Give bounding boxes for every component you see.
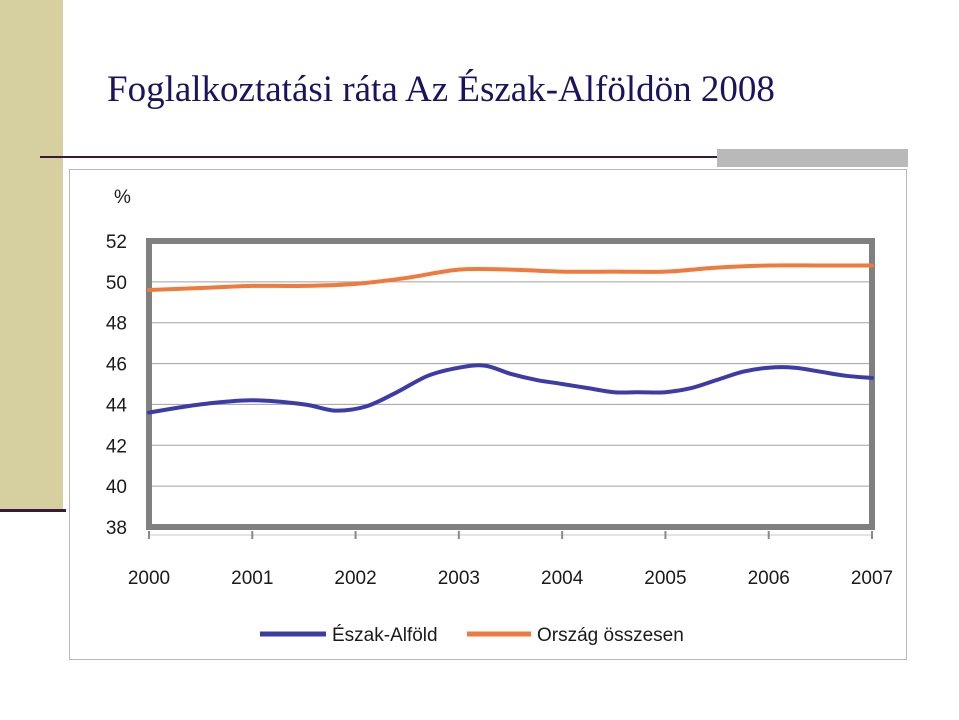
- plot-area-border: [146, 238, 875, 530]
- legend-item-eszak-alfold: Észak-Alföld: [260, 625, 438, 646]
- title-underline-accent: [717, 149, 908, 167]
- x-tick-label-2000: 2000: [128, 568, 170, 589]
- x-tick-labels: 2000 2001 2002 2003 2004 2005 2006 2007: [128, 568, 893, 589]
- legend-label-orszag-osszesen: Ország összesen: [537, 625, 684, 646]
- series-lines: [147, 263, 874, 415]
- legend: Észak-Alföld Ország összesen: [260, 625, 684, 646]
- x-tick-label-2001: 2001: [231, 568, 273, 589]
- x-tick-marks: [148, 531, 873, 539]
- chart-frame: 38 40 42 44 46 48 50 52 2000 2001 2002 2003 2004 200…: [69, 169, 907, 660]
- x-tick-label-2005: 2005: [644, 568, 686, 589]
- x-tick-label-2007: 2007: [851, 568, 893, 589]
- title-underline: [40, 156, 908, 158]
- y-tick-label-42: 42: [106, 436, 127, 457]
- series-line-0: [147, 363, 874, 415]
- y-tick-label-44: 44: [106, 395, 128, 416]
- sidebar-rule: [0, 509, 66, 512]
- legend-label-eszak-alfold: Észak-Alföld: [332, 625, 438, 646]
- y-tick-label-50: 50: [106, 273, 127, 294]
- y-tick-label-52: 52: [106, 232, 127, 253]
- x-tick-label-2002: 2002: [334, 568, 376, 589]
- y-tick-label-46: 46: [106, 355, 127, 376]
- y-axis-label: %: [114, 187, 131, 208]
- y-tick-label-48: 48: [106, 314, 127, 335]
- legend-item-orszag-osszesen: Ország összesen: [467, 625, 684, 646]
- y-tick-label-38: 38: [106, 518, 127, 539]
- series-line-1: [147, 263, 874, 292]
- x-tick-label-2003: 2003: [438, 568, 480, 589]
- x-tick-label-2006: 2006: [748, 568, 790, 589]
- y-tick-labels: 38 40 42 44 46 48 50 52: [106, 232, 128, 539]
- plot-border: [146, 238, 875, 530]
- slide-title: Foglalkoztatási ráta Az Észak-Alföldön 2…: [107, 69, 775, 110]
- gridlines: [149, 281, 872, 487]
- sidebar-accent-band: [0, 0, 63, 512]
- x-tick-label-2004: 2004: [541, 568, 584, 589]
- y-tick-label-40: 40: [106, 477, 127, 498]
